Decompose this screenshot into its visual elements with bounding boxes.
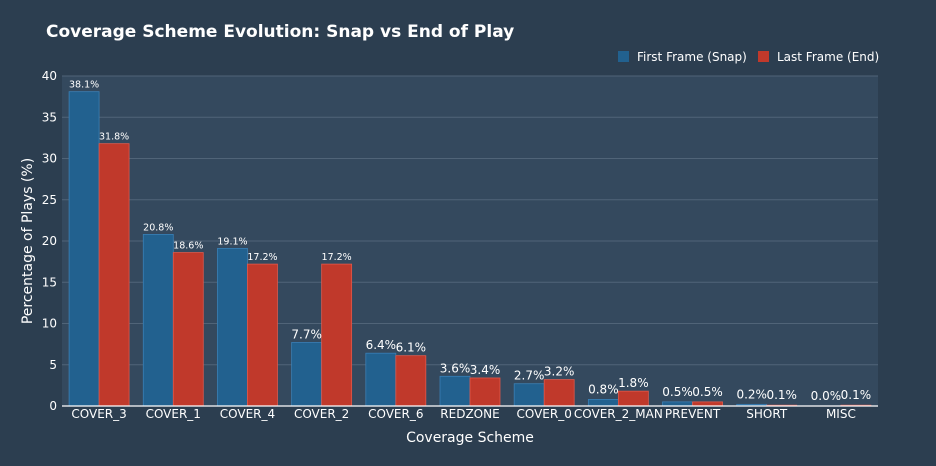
bar-end-cover-2[interactable] xyxy=(321,263,353,407)
legend-label-end: Last Frame (End) xyxy=(777,50,879,64)
y-tick-label: 30 xyxy=(42,152,57,166)
x-axis-ticks: COVER_3 COVER_1 COVER_4 COVER_2 COVER_6 REDZO… xyxy=(71,407,855,421)
x-axis-title: Coverage Scheme xyxy=(406,430,534,446)
bar-end-cover-1[interactable] xyxy=(172,252,204,407)
y-tick-label: 40 xyxy=(42,69,57,83)
data-label: 0.0% xyxy=(811,389,842,403)
data-label: 7.7% xyxy=(291,327,322,341)
data-label: 2.7% xyxy=(514,369,545,383)
legend-item-end[interactable]: Last Frame (End) xyxy=(758,50,879,64)
bar-end-cover-2-man[interactable] xyxy=(617,390,649,407)
y-tick-label: 0 xyxy=(49,399,57,413)
data-label: 3.6% xyxy=(440,361,471,375)
y-axis-title: Percentage of Plays (%) xyxy=(20,158,36,324)
data-label: 3.4% xyxy=(470,363,501,377)
bar-end-prevent[interactable] xyxy=(692,401,723,407)
x-tick-label: MISC xyxy=(826,407,856,421)
legend-item-snap[interactable]: First Frame (Snap) xyxy=(618,50,747,64)
bar-snap-redzone[interactable] xyxy=(439,375,471,407)
bar-snap-cover-3[interactable] xyxy=(68,91,100,407)
data-label: 6.1% xyxy=(396,341,427,355)
data-label: 0.2% xyxy=(736,387,767,401)
x-tick-label: SHORT xyxy=(746,407,788,421)
y-axis-ticks: 0 5 10 15 20 25 30 35 40 xyxy=(42,69,57,413)
data-label: 0.5% xyxy=(692,385,723,399)
bar-snap-cover-2-man[interactable] xyxy=(587,398,619,407)
x-tick-label: REDZONE xyxy=(440,407,499,421)
y-tick-label: 10 xyxy=(42,317,57,331)
data-label: 6.4% xyxy=(366,338,397,352)
bar-snap-prevent[interactable] xyxy=(662,401,693,407)
y-tick-label: 15 xyxy=(42,275,57,289)
data-label: 1.8% xyxy=(618,376,649,390)
legend-swatch-snap xyxy=(618,51,629,62)
x-tick-label: COVER_2_MAN xyxy=(574,407,663,421)
data-label: 31.8% xyxy=(99,132,129,143)
y-tick-label: 25 xyxy=(42,193,57,207)
bar-end-cover-3[interactable] xyxy=(98,143,130,407)
data-label: 0.5% xyxy=(662,385,693,399)
bars xyxy=(68,91,872,407)
bar-end-redzone[interactable] xyxy=(469,377,501,407)
x-tick-label: COVER_3 xyxy=(71,407,126,421)
y-tick-label: 20 xyxy=(42,234,57,248)
x-tick-label: COVER_6 xyxy=(368,407,423,421)
bar-snap-cover-0[interactable] xyxy=(513,383,545,407)
data-label: 17.2% xyxy=(247,252,277,263)
bar-snap-cover-6[interactable] xyxy=(365,352,397,407)
x-tick-label: COVER_0 xyxy=(516,407,571,421)
data-label: 0.8% xyxy=(588,382,619,396)
bar-labels: 38.1%31.8%20.8%18.6% 19.1%17.2%7.7%17.2%6… xyxy=(69,80,871,403)
legend[interactable]: First Frame (Snap) Last Frame (End) xyxy=(618,50,879,64)
y-tick-label: 35 xyxy=(42,110,57,124)
data-label: 20.8% xyxy=(143,222,173,233)
bar-snap-cover-1[interactable] xyxy=(142,233,174,407)
bar-end-cover-6[interactable] xyxy=(395,355,427,407)
data-label: 19.1% xyxy=(217,236,247,247)
x-tick-label: PREVENT xyxy=(665,407,721,421)
chart-title: Coverage Scheme Evolution: Snap vs End o… xyxy=(46,22,514,42)
data-label: 38.1% xyxy=(69,80,99,91)
y-tick-label: 5 xyxy=(49,358,57,372)
data-label: 17.2% xyxy=(322,252,352,263)
bar-end-cover-4[interactable] xyxy=(247,263,278,407)
x-tick-label: COVER_1 xyxy=(146,407,201,421)
bar-snap-cover-2[interactable] xyxy=(291,342,323,407)
x-tick-label: COVER_2 xyxy=(294,407,349,421)
data-label: 0.1% xyxy=(766,388,797,402)
x-tick-label: COVER_4 xyxy=(220,407,275,421)
data-label: 0.1% xyxy=(841,388,872,402)
data-label: 18.6% xyxy=(173,241,203,252)
data-label: 3.2% xyxy=(544,365,575,379)
legend-label-snap: First Frame (Snap) xyxy=(637,50,747,64)
legend-swatch-end xyxy=(758,51,769,62)
bar-end-cover-0[interactable] xyxy=(543,379,575,407)
bar-snap-cover-4[interactable] xyxy=(217,248,248,407)
